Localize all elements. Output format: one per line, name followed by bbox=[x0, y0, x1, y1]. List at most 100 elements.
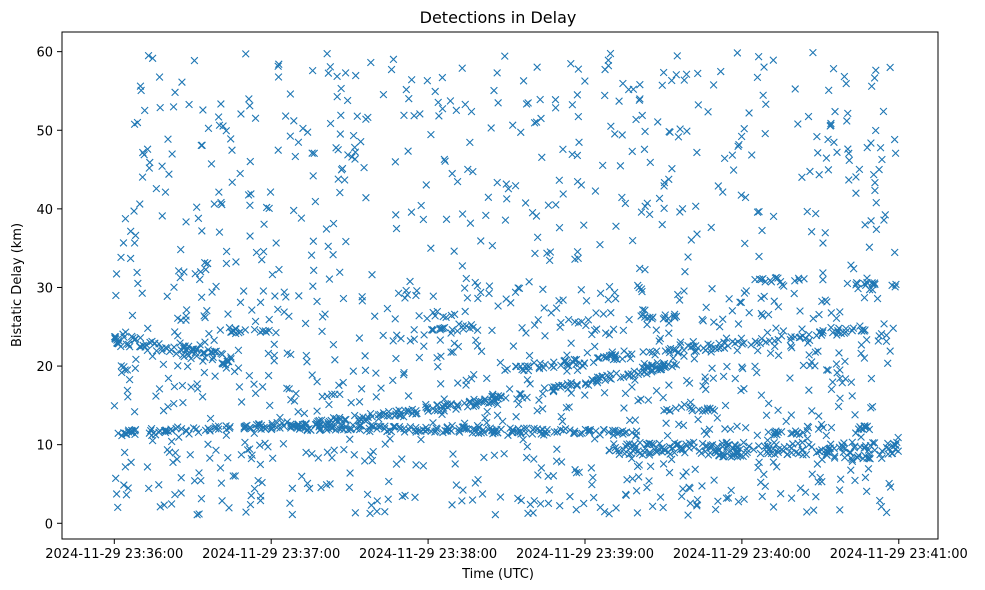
detection-marker bbox=[788, 429, 797, 437]
detection-marker bbox=[787, 494, 796, 502]
detection-marker bbox=[589, 473, 597, 482]
detection-marker bbox=[110, 332, 119, 341]
detection-marker bbox=[322, 481, 331, 489]
detection-marker bbox=[292, 389, 300, 398]
detection-marker bbox=[859, 425, 868, 434]
detection-marker bbox=[557, 412, 566, 421]
detection-marker bbox=[176, 273, 185, 282]
detection-marker bbox=[772, 463, 781, 471]
detection-marker bbox=[265, 326, 273, 335]
detection-marker bbox=[571, 318, 579, 326]
detection-marker bbox=[747, 341, 755, 349]
detection-marker bbox=[871, 186, 879, 195]
detection-marker bbox=[256, 460, 265, 469]
detection-marker bbox=[629, 372, 638, 380]
detection-marker bbox=[804, 112, 813, 121]
detection-marker bbox=[875, 332, 883, 340]
detection-marker bbox=[631, 416, 640, 424]
detection-marker bbox=[535, 364, 544, 373]
detection-marker bbox=[297, 214, 306, 222]
detection-marker bbox=[872, 66, 880, 75]
detection-marker bbox=[344, 151, 352, 159]
detection-marker bbox=[550, 428, 559, 436]
detection-marker bbox=[158, 212, 167, 220]
detection-marker bbox=[494, 302, 502, 310]
detection-marker bbox=[818, 477, 826, 486]
detection-marker bbox=[525, 362, 533, 371]
detection-marker bbox=[274, 305, 282, 314]
detection-marker bbox=[225, 504, 233, 512]
detection-marker bbox=[679, 485, 687, 493]
detection-marker bbox=[556, 323, 564, 332]
x-axis-label: Time (UTC) bbox=[461, 567, 534, 582]
detection-marker bbox=[886, 347, 894, 355]
detection-marker bbox=[132, 355, 140, 364]
detection-marker bbox=[199, 357, 207, 365]
detection-marker bbox=[305, 484, 314, 493]
detection-marker bbox=[680, 346, 688, 355]
detection-marker bbox=[722, 494, 731, 502]
detection-marker bbox=[639, 348, 647, 356]
detection-marker bbox=[514, 494, 522, 503]
detection-marker bbox=[237, 450, 246, 459]
detection-marker bbox=[514, 284, 522, 292]
detection-marker bbox=[130, 407, 139, 416]
detection-marker bbox=[563, 361, 571, 370]
detection-marker bbox=[551, 95, 560, 104]
detection-marker bbox=[813, 149, 822, 157]
detection-marker bbox=[336, 130, 345, 138]
detection-marker bbox=[471, 479, 480, 487]
detection-marker bbox=[864, 465, 873, 473]
detection-marker bbox=[843, 279, 852, 288]
detection-marker bbox=[285, 385, 294, 393]
detection-marker bbox=[170, 283, 178, 292]
detection-marker bbox=[283, 418, 291, 426]
detection-marker bbox=[575, 359, 584, 368]
detection-marker bbox=[664, 314, 673, 323]
detection-marker bbox=[463, 165, 472, 174]
detection-marker bbox=[236, 169, 244, 178]
detection-marker bbox=[824, 166, 833, 174]
detection-marker bbox=[720, 154, 729, 163]
detection-marker bbox=[585, 428, 594, 436]
detection-marker bbox=[749, 445, 758, 454]
detection-marker bbox=[708, 405, 717, 414]
detection-marker bbox=[623, 475, 631, 484]
detection-marker bbox=[581, 379, 590, 387]
detection-marker bbox=[701, 377, 710, 385]
detection-marker bbox=[411, 493, 419, 502]
detection-marker bbox=[698, 315, 706, 324]
detection-marker bbox=[366, 509, 374, 518]
detection-marker bbox=[422, 181, 431, 189]
detection-marker bbox=[686, 484, 694, 493]
detection-marker bbox=[155, 428, 163, 437]
detection-marker bbox=[440, 407, 448, 415]
detection-marker bbox=[459, 322, 467, 330]
detection-marker bbox=[880, 216, 888, 224]
detection-marker bbox=[824, 135, 832, 144]
detection-marker bbox=[805, 330, 813, 339]
detection-marker bbox=[838, 441, 846, 449]
detection-marker bbox=[279, 440, 288, 448]
detection-marker bbox=[258, 478, 266, 487]
detection-marker bbox=[360, 163, 368, 172]
detection-marker bbox=[217, 479, 226, 487]
detection-marker bbox=[204, 124, 213, 133]
detection-marker bbox=[672, 361, 681, 369]
detection-marker bbox=[301, 319, 310, 328]
detection-marker bbox=[446, 401, 455, 410]
detection-marker bbox=[503, 365, 512, 373]
detection-marker bbox=[783, 450, 792, 459]
detection-marker bbox=[660, 204, 668, 213]
detection-marker bbox=[638, 287, 646, 296]
detection-marker bbox=[509, 342, 518, 350]
detection-marker bbox=[891, 149, 900, 158]
detection-marker bbox=[265, 204, 273, 213]
detection-marker bbox=[764, 310, 773, 319]
detection-marker bbox=[423, 426, 431, 434]
detection-marker bbox=[351, 508, 360, 517]
detection-marker bbox=[645, 439, 653, 448]
detection-marker bbox=[162, 426, 170, 435]
x-axis: 2024-11-29 23:36:00 2024-11-29 23:37:00 20… bbox=[45, 539, 968, 562]
detection-marker bbox=[590, 326, 599, 335]
